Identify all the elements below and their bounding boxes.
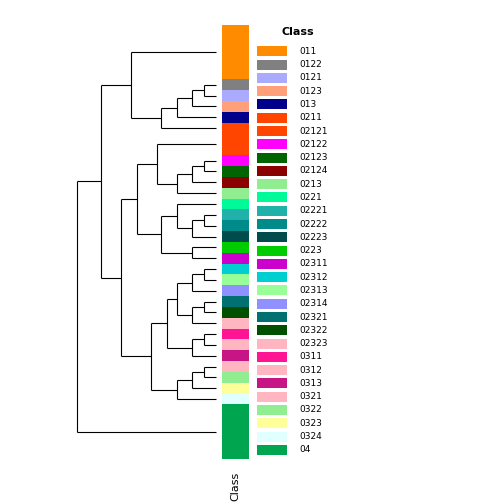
Text: 0312: 0312 — [299, 365, 322, 374]
Bar — [257, 259, 287, 269]
Bar — [222, 394, 249, 404]
Bar — [222, 253, 249, 264]
Bar — [257, 59, 287, 70]
Bar — [222, 210, 249, 220]
Bar — [257, 379, 287, 389]
Bar — [222, 25, 249, 80]
Text: 02222: 02222 — [299, 220, 327, 228]
Text: 02123: 02123 — [299, 153, 328, 162]
Bar — [222, 220, 249, 231]
Bar — [222, 307, 249, 318]
Bar — [257, 113, 287, 123]
Text: 0321: 0321 — [299, 392, 322, 401]
Text: 02323: 02323 — [299, 339, 328, 348]
Bar — [257, 73, 287, 83]
Bar — [222, 350, 249, 361]
Bar — [257, 193, 287, 203]
Bar — [257, 139, 287, 149]
Text: 0213: 0213 — [299, 179, 322, 188]
Bar — [222, 372, 249, 383]
Bar — [257, 405, 287, 415]
Bar — [222, 166, 249, 177]
Bar — [257, 365, 287, 375]
Bar — [257, 285, 287, 295]
Bar — [257, 232, 287, 242]
Bar — [222, 123, 249, 134]
Bar — [222, 90, 249, 101]
Text: 02311: 02311 — [299, 260, 328, 268]
Text: 02313: 02313 — [299, 286, 328, 295]
Bar — [257, 445, 287, 455]
Bar — [222, 318, 249, 329]
Bar — [257, 153, 287, 163]
Bar — [222, 188, 249, 199]
Bar — [257, 299, 287, 309]
Text: 0221: 0221 — [299, 193, 322, 202]
Bar — [222, 112, 249, 123]
Bar — [257, 179, 287, 189]
Text: 0324: 0324 — [299, 432, 322, 441]
Bar — [257, 46, 287, 56]
Text: 02322: 02322 — [299, 326, 327, 335]
Bar — [222, 199, 249, 210]
Text: 0122: 0122 — [299, 60, 322, 69]
Bar — [222, 101, 249, 112]
Bar — [222, 404, 249, 459]
Text: 02314: 02314 — [299, 299, 328, 308]
Bar — [222, 242, 249, 253]
Text: 0211: 0211 — [299, 113, 322, 122]
Bar — [222, 383, 249, 394]
Bar — [257, 206, 287, 216]
Text: 02321: 02321 — [299, 312, 328, 322]
Text: 0123: 0123 — [299, 87, 322, 96]
Bar — [222, 296, 249, 307]
Bar — [257, 352, 287, 362]
Text: 0121: 0121 — [299, 74, 322, 83]
Bar — [222, 361, 249, 372]
Text: 0322: 0322 — [299, 406, 322, 414]
Text: 04: 04 — [299, 446, 310, 454]
Bar — [222, 329, 249, 340]
Bar — [257, 312, 287, 322]
Text: 02122: 02122 — [299, 140, 327, 149]
Text: 011: 011 — [299, 47, 316, 56]
Bar — [222, 80, 249, 90]
Bar — [257, 99, 287, 109]
Bar — [257, 166, 287, 176]
Bar — [257, 325, 287, 335]
Bar — [257, 431, 287, 442]
Bar — [257, 245, 287, 256]
Bar — [257, 86, 287, 96]
Bar — [222, 285, 249, 296]
Bar — [257, 418, 287, 428]
Text: 02312: 02312 — [299, 273, 328, 282]
Bar — [257, 126, 287, 136]
Bar — [257, 272, 287, 282]
Text: Class: Class — [282, 27, 314, 37]
Bar — [222, 155, 249, 166]
Text: 02221: 02221 — [299, 206, 327, 215]
Bar — [257, 392, 287, 402]
Bar — [222, 177, 249, 188]
Bar — [222, 340, 249, 350]
Text: 0323: 0323 — [299, 419, 322, 428]
Bar — [222, 274, 249, 285]
Text: 02223: 02223 — [299, 233, 327, 242]
Text: 013: 013 — [299, 100, 316, 109]
Bar — [222, 264, 249, 274]
Text: 0313: 0313 — [299, 379, 322, 388]
Text: 02124: 02124 — [299, 166, 327, 175]
Text: 02121: 02121 — [299, 127, 328, 136]
Text: Class: Class — [231, 472, 240, 501]
Bar — [222, 231, 249, 242]
Bar — [257, 219, 287, 229]
Bar — [257, 339, 287, 349]
Bar — [222, 134, 249, 155]
Text: 0223: 0223 — [299, 246, 322, 255]
Text: 0311: 0311 — [299, 352, 322, 361]
